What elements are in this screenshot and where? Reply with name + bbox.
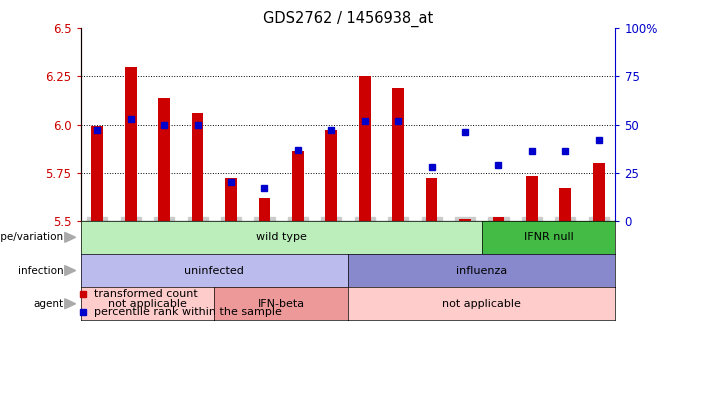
Bar [459, 219, 471, 221]
Text: infection: infection [18, 266, 63, 275]
Bar [493, 217, 504, 221]
Bar [225, 179, 237, 221]
Polygon shape [64, 266, 76, 275]
Text: influenza: influenza [456, 266, 508, 275]
Text: IFN-beta: IFN-beta [258, 299, 305, 309]
Bar [393, 88, 404, 221]
Bar [259, 198, 271, 221]
Bar [359, 77, 371, 221]
Bar [559, 188, 571, 221]
Text: transformed count: transformed count [94, 289, 198, 299]
Text: genotype/variation: genotype/variation [0, 232, 63, 242]
Bar [91, 126, 103, 221]
Text: agent: agent [33, 299, 63, 309]
Text: not applicable: not applicable [442, 299, 522, 309]
Polygon shape [64, 299, 76, 309]
Title: GDS2762 / 1456938_at: GDS2762 / 1456938_at [263, 11, 433, 27]
Bar [292, 151, 304, 221]
Bar [526, 177, 538, 221]
Bar [125, 67, 137, 221]
Text: uninfected: uninfected [184, 266, 244, 275]
Bar [593, 163, 605, 221]
Bar [426, 179, 437, 221]
Bar [325, 130, 337, 221]
Text: percentile rank within the sample: percentile rank within the sample [94, 307, 282, 317]
Bar [192, 113, 203, 221]
Text: IFNR null: IFNR null [524, 232, 573, 242]
Text: wild type: wild type [256, 232, 306, 242]
Polygon shape [64, 232, 76, 242]
Text: not applicable: not applicable [108, 299, 187, 309]
Bar [158, 98, 170, 221]
